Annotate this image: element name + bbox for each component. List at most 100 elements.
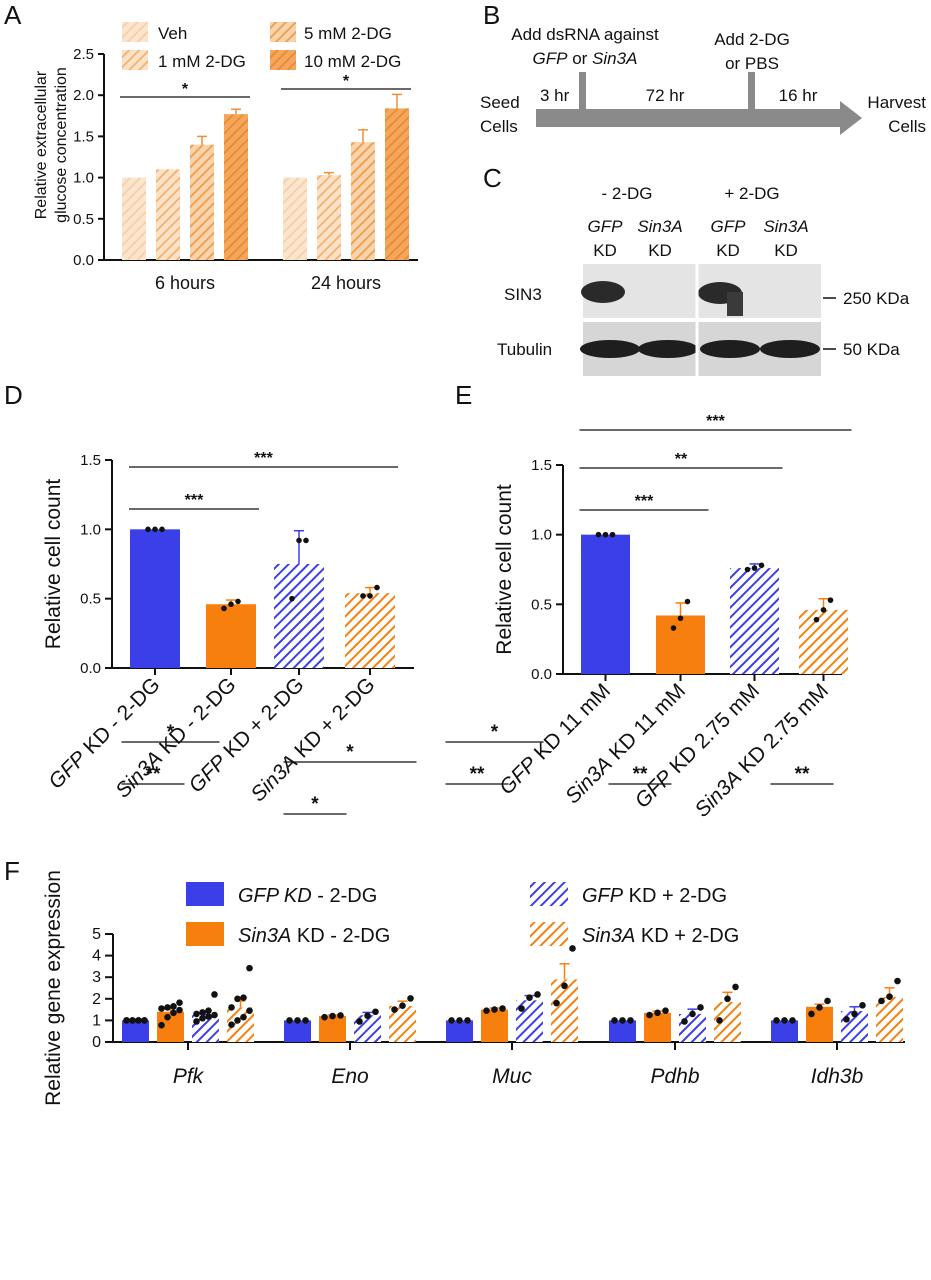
panel-letter-e: E	[455, 380, 472, 410]
diagram-time-3hr: 3 hr	[540, 86, 570, 105]
chart-a-bar	[156, 169, 180, 260]
diagram-seed-line2: Cells	[480, 117, 518, 136]
blot-lane3-kd: KD	[716, 241, 740, 260]
chart-f-data-point	[240, 1013, 247, 1021]
chart-f-significance-label: **	[146, 764, 161, 785]
chart-d-data-point	[159, 526, 165, 533]
chart-f-data-point	[211, 991, 218, 998]
chart-e-bar	[581, 534, 630, 674]
chart-a-y-tick-label: 0.5	[73, 211, 94, 228]
blot-lane4-name: Sin3A	[763, 217, 808, 236]
chart-a-legend: Veh 1 mM 2-DG 5 mM 2-DG 10 mM 2-DG	[122, 22, 401, 71]
chart-a: Veh 1 mM 2-DG 5 mM 2-DG 10 mM 2-DG Relat…	[33, 22, 418, 293]
chart-f-legend-label: GFP KD - 2-DG	[238, 885, 377, 907]
legend-swatch-1mm	[122, 50, 148, 70]
chart-e-bar	[656, 615, 705, 674]
chart-f-bar	[284, 1020, 311, 1042]
chart-d-data-point	[289, 595, 295, 602]
chart-e-significance-label: **	[675, 451, 688, 468]
chart-e-y-tick-label: 1.5	[531, 457, 552, 474]
chart-f-data-point	[619, 1017, 626, 1024]
diagram-step2-line2: or PBS	[725, 54, 779, 73]
chart-f-bar	[771, 1020, 798, 1042]
blot-condition-minus: - 2-DG	[602, 184, 653, 203]
diagram-marker-2	[748, 72, 755, 112]
chart-f-data-point	[158, 1005, 165, 1012]
chart-e-x-tick-label: Sin3A KD 2.75 mM	[690, 679, 833, 822]
chart-f-data-point	[164, 1013, 171, 1021]
chart-f: 0 1 2 3 4 5 Relative gene expression GFP KD - 2…	[42, 722, 905, 1106]
panel-letter-d: D	[4, 380, 23, 410]
chart-f-data-point	[399, 1002, 406, 1010]
chart-f-data-point	[364, 1012, 371, 1019]
diagram-time-72hr: 72 hr	[646, 86, 685, 105]
chart-f-data-point	[199, 1014, 206, 1022]
chart-f-data-point	[246, 1007, 253, 1014]
blot-band-tubulin-lane2	[638, 340, 698, 358]
diagram-harvest-line1: Harvest	[867, 93, 926, 112]
chart-f-x-tick-label: Eno	[331, 1065, 369, 1088]
chart-f-data-point	[843, 1016, 850, 1023]
chart-d-bar	[345, 593, 395, 668]
chart-f-y-tick-label: 0	[92, 1034, 101, 1051]
chart-f-data-point	[499, 1005, 506, 1012]
blot-band-tubulin-lane1	[580, 340, 640, 358]
chart-f-data-point	[170, 1009, 177, 1017]
blot-lane3-name: GFP	[711, 217, 747, 236]
chart-f-data-point	[164, 1004, 171, 1011]
chart-e-bar	[730, 568, 779, 674]
western-blot: - 2-DG + 2-DG GFP KD Sin3A KD GFP KD Sin…	[497, 184, 910, 378]
chart-f-data-point	[456, 1017, 463, 1024]
chart-f-significance-label: *	[491, 722, 499, 743]
chart-f-legend-swatch	[186, 882, 224, 906]
chart-f-bar	[679, 1013, 706, 1042]
chart-f-data-point	[781, 1017, 788, 1024]
legend-swatch-veh	[122, 22, 148, 42]
chart-d-significance-label: ***	[185, 492, 204, 509]
chart-e-data-point	[677, 615, 684, 622]
chart-f-data-point	[464, 1017, 471, 1024]
chart-f-data-point	[176, 1006, 183, 1014]
chart-d-y-tick-label: 1.0	[80, 521, 101, 538]
chart-f-data-point	[681, 1018, 688, 1025]
chart-f-bar	[319, 1016, 346, 1042]
chart-d-data-point	[374, 584, 380, 591]
blot-band-sin3-lane1	[581, 281, 625, 303]
chart-f-legend-label: Sin3A KD - 2-DG	[238, 925, 390, 947]
chart-f-data-point	[228, 1021, 235, 1029]
chart-f-data-point	[716, 1017, 723, 1024]
chart-f-data-point	[773, 1017, 780, 1024]
chart-f-data-point	[553, 999, 560, 1007]
chart-f-x-tick-label: Muc	[492, 1065, 532, 1088]
chart-a-y-tick-label: 1.5	[73, 128, 94, 145]
chart-d-bar	[206, 604, 256, 668]
chart-f-data-point	[689, 1010, 696, 1018]
chart-a-ylabel-line1: Relative extracellular	[33, 70, 50, 219]
chart-f-data-point	[176, 999, 183, 1006]
chart-f-data-point	[391, 1006, 398, 1013]
chart-f-data-point	[170, 1003, 177, 1010]
chart-e-data-point	[602, 531, 609, 538]
chart-a-y-tick-label: 0.0	[73, 252, 94, 269]
chart-f-y-tick-label: 4	[92, 948, 101, 965]
blot-row-sin3: SIN3	[504, 285, 542, 304]
chart-f-data-point	[859, 1001, 866, 1009]
diagram-time-16hr: 16 hr	[779, 86, 818, 105]
chart-f-data-point	[878, 997, 885, 1005]
chart-e-ylabel: Relative cell count	[493, 484, 516, 655]
chart-f-y-tick-label: 5	[92, 926, 101, 943]
chart-f-bar	[876, 997, 903, 1042]
chart-f-data-point	[356, 1018, 363, 1025]
chart-f-legend-label: Sin3A KD + 2-DG	[582, 925, 739, 947]
chart-f-data-point	[234, 1017, 241, 1024]
chart-f-data-point	[129, 1017, 136, 1024]
chart-f-bar	[551, 979, 578, 1042]
blot-lane2-name: Sin3A	[637, 217, 682, 236]
chart-f-bar	[122, 1020, 149, 1042]
chart-f-significance-label: **	[795, 764, 810, 785]
chart-e-data-point	[758, 562, 765, 569]
chart-a-bar	[317, 175, 341, 260]
chart-f-data-point	[211, 1011, 218, 1019]
